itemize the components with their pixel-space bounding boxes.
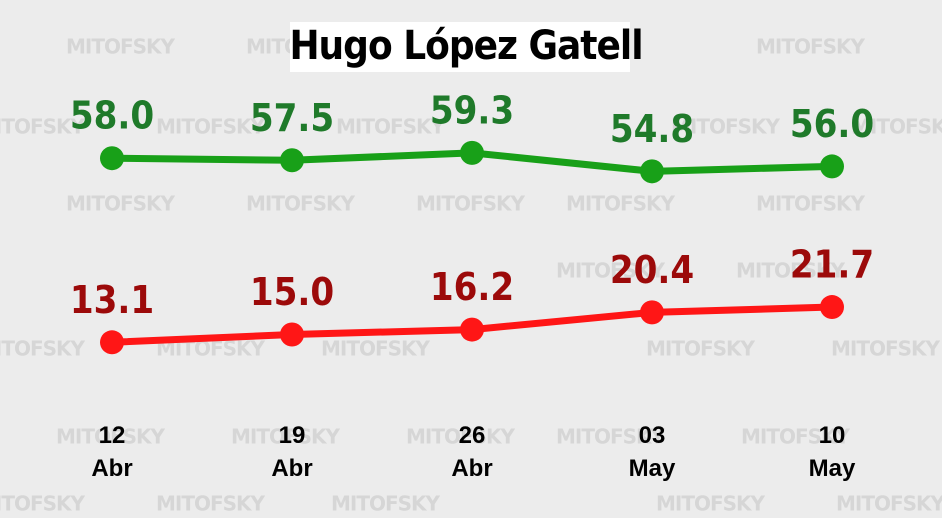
point <box>280 323 304 347</box>
value-label: 54.8 <box>610 107 694 151</box>
watermark: MITOFSKY <box>756 35 866 59</box>
watermark: MITOFSKY <box>416 192 526 216</box>
value-label: 57.5 <box>250 96 334 140</box>
value-label: 58.0 <box>70 94 154 138</box>
watermark: MITOFSKY <box>66 35 176 59</box>
value-label: 20.4 <box>610 248 694 292</box>
point <box>280 148 304 172</box>
watermark: MITOFSKY <box>831 337 941 361</box>
watermark: MITOFSKY <box>331 492 441 516</box>
point <box>640 300 664 324</box>
chart: MITOFSKY MITOFSKY MITOFSKY MITOFSKY MITOFSKY… <box>0 0 942 518</box>
watermark: MITOFSKY <box>321 337 431 361</box>
watermark: MITOFSKY <box>0 492 86 516</box>
point <box>820 295 844 319</box>
watermark: MITOFSKY <box>566 192 676 216</box>
value-label: 59.3 <box>430 88 514 132</box>
point <box>640 159 664 183</box>
point <box>820 154 844 178</box>
value-label: 15.0 <box>250 270 334 314</box>
watermark: MITOFSKY <box>836 492 942 516</box>
point <box>100 330 124 354</box>
watermark: MITOFSKY <box>656 492 766 516</box>
watermark: MITOFSKY <box>66 192 176 216</box>
point <box>460 318 484 342</box>
point <box>100 146 124 170</box>
value-label: 16.2 <box>430 265 514 309</box>
page: {"chart_data": {"type": "line", "title":… <box>0 0 942 518</box>
watermark: MITOFSKY <box>756 192 866 216</box>
watermark: MITOFSKY <box>646 337 756 361</box>
value-label: 21.7 <box>790 243 874 287</box>
value-label: 13.1 <box>70 278 154 322</box>
watermark: MITOFSKY <box>156 492 266 516</box>
point <box>460 141 484 165</box>
chart-title: Hugo López Gatell <box>289 23 642 69</box>
watermark: MITOFSKY <box>246 192 356 216</box>
watermark: MITOFSKY <box>0 337 86 361</box>
value-label: 56.0 <box>790 102 874 146</box>
